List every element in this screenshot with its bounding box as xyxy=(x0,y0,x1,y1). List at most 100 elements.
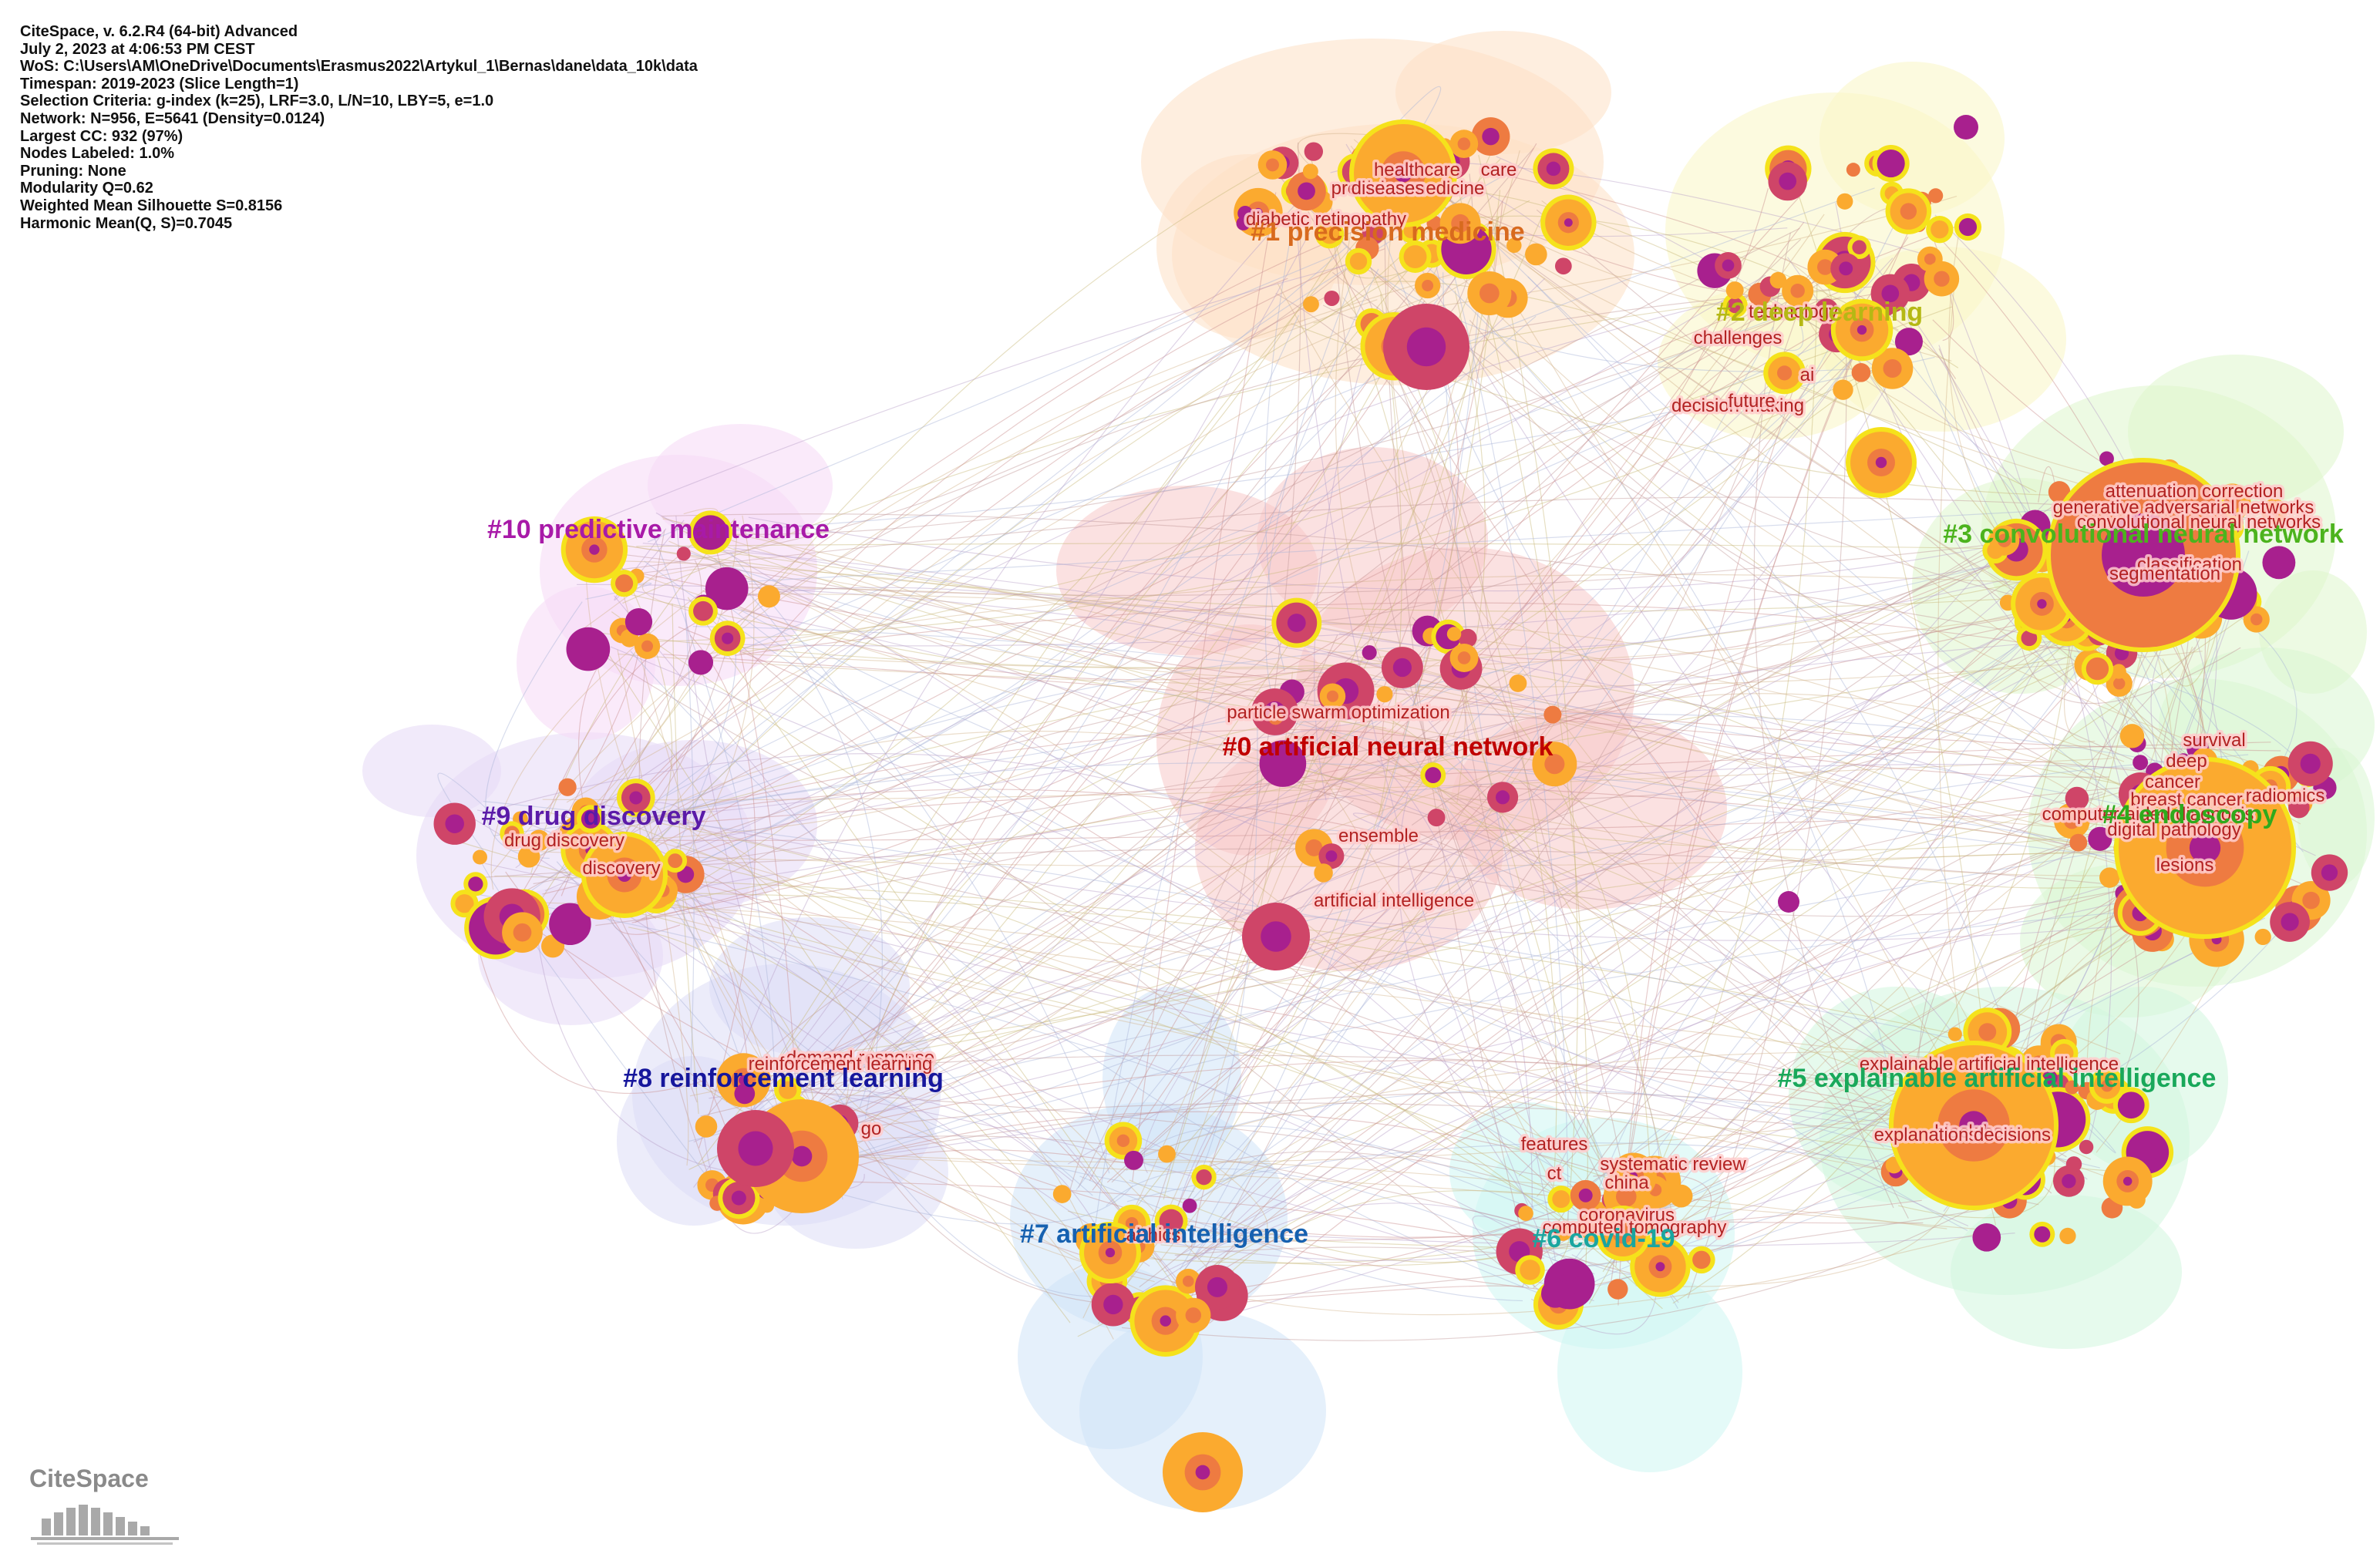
keyword-node[interactable] xyxy=(1304,142,1324,161)
keyword-node[interactable] xyxy=(1420,762,1446,789)
keyword-node[interactable] xyxy=(688,650,714,675)
keyword-node[interactable] xyxy=(1769,271,1787,289)
keyword-node[interactable] xyxy=(2050,1039,2079,1068)
keyword-node[interactable] xyxy=(1236,216,1251,230)
cluster-label-c1[interactable]: #1 precision medicine xyxy=(1251,217,1524,247)
keyword-node[interactable] xyxy=(1846,427,1917,498)
keyword-node[interactable] xyxy=(528,829,550,852)
keyword-node[interactable] xyxy=(1154,1204,1188,1238)
keyword-node[interactable] xyxy=(1547,1186,1575,1213)
keyword-node[interactable] xyxy=(1885,188,1932,234)
keyword-node[interactable] xyxy=(1763,351,1806,395)
keyword-node[interactable] xyxy=(1458,628,1477,647)
cluster-label-c6[interactable]: #6 covid-19 xyxy=(1532,1224,1675,1253)
keyword-node[interactable] xyxy=(663,849,688,873)
keyword-node[interactable] xyxy=(624,608,653,636)
cluster-label-c3[interactable]: #3 convolutional neural network xyxy=(1943,520,2344,549)
keyword-node[interactable] xyxy=(1722,292,1748,318)
keyword-node[interactable] xyxy=(1427,809,1446,827)
keyword-node[interactable] xyxy=(1833,379,1853,400)
keyword-node[interactable] xyxy=(616,779,655,817)
keyword-node[interactable] xyxy=(2052,1165,2085,1197)
keyword-node[interactable] xyxy=(1595,1206,1651,1261)
keyword-node[interactable] xyxy=(2111,664,2126,679)
keyword-node[interactable] xyxy=(1688,1246,1715,1274)
keyword-node[interactable] xyxy=(1525,243,1547,266)
keyword-node[interactable] xyxy=(2054,802,2090,839)
keyword-node[interactable] xyxy=(2042,1070,2058,1085)
keyword-node[interactable] xyxy=(581,832,668,918)
keyword-node[interactable] xyxy=(1630,1236,1691,1297)
keyword-node[interactable] xyxy=(566,627,611,671)
keyword-node[interactable] xyxy=(774,1076,802,1104)
keyword-node[interactable] xyxy=(2106,670,2133,697)
keyword-node[interactable] xyxy=(1871,348,1914,389)
keyword-node[interactable] xyxy=(1506,237,1522,254)
keyword-node[interactable] xyxy=(2065,1080,2079,1095)
keyword-node[interactable] xyxy=(1926,215,1954,244)
keyword-node[interactable] xyxy=(1257,150,1288,180)
keyword-node[interactable] xyxy=(549,903,591,946)
keyword-node[interactable] xyxy=(1715,251,1742,279)
keyword-node[interactable] xyxy=(502,912,543,954)
keyword-node[interactable] xyxy=(1176,1268,1201,1294)
keyword-node[interactable] xyxy=(1554,257,1572,275)
keyword-node[interactable] xyxy=(1836,193,1853,210)
keyword-node[interactable] xyxy=(1163,1432,1243,1512)
keyword-node[interactable] xyxy=(1176,1297,1211,1333)
keyword-node[interactable] xyxy=(1446,627,1462,641)
keyword-node[interactable] xyxy=(1947,1027,1962,1041)
keyword-node[interactable] xyxy=(1383,304,1469,390)
keyword-node[interactable] xyxy=(576,805,605,833)
keyword-node[interactable] xyxy=(1543,705,1562,724)
keyword-node[interactable] xyxy=(1267,709,1284,725)
keyword-node[interactable] xyxy=(1259,740,1307,787)
keyword-node[interactable] xyxy=(1846,163,1860,177)
keyword-node[interactable] xyxy=(2261,498,2287,525)
cluster-label-c8[interactable]: #8 reinforcement learning xyxy=(623,1064,944,1093)
keyword-node[interactable] xyxy=(2046,458,2240,652)
keyword-node[interactable] xyxy=(2311,854,2348,891)
keyword-node[interactable] xyxy=(1830,298,1894,362)
keyword-node[interactable] xyxy=(2089,1068,2126,1104)
keyword-node[interactable] xyxy=(1509,674,1527,692)
keyword-node[interactable] xyxy=(1271,597,1322,648)
keyword-node[interactable] xyxy=(634,633,661,659)
keyword-node[interactable] xyxy=(1376,686,1393,703)
keyword-node[interactable] xyxy=(611,570,638,597)
keyword-node[interactable] xyxy=(1052,1185,1072,1203)
keyword-node[interactable] xyxy=(1954,213,1982,241)
keyword-node[interactable] xyxy=(473,849,487,865)
keyword-node[interactable] xyxy=(2102,1156,2153,1206)
keyword-node[interactable] xyxy=(2065,1156,2082,1172)
keyword-node[interactable] xyxy=(2048,481,2071,503)
keyword-node[interactable] xyxy=(1303,296,1319,313)
keyword-node[interactable] xyxy=(757,585,780,608)
keyword-node[interactable] xyxy=(705,567,749,610)
keyword-node[interactable] xyxy=(560,516,628,584)
keyword-node[interactable] xyxy=(1349,119,1457,227)
keyword-node[interactable] xyxy=(2262,546,2296,580)
keyword-node[interactable] xyxy=(1889,1041,2059,1210)
keyword-node[interactable] xyxy=(1318,843,1345,869)
keyword-node[interactable] xyxy=(1725,281,1744,300)
keyword-node[interactable] xyxy=(2114,757,2296,939)
keyword-node[interactable] xyxy=(2081,652,2114,685)
keyword-node[interactable] xyxy=(2079,1139,2094,1155)
keyword-node[interactable] xyxy=(1972,1223,2001,1252)
keyword-node[interactable] xyxy=(1486,782,1519,813)
keyword-node[interactable] xyxy=(1830,253,1862,284)
keyword-node[interactable] xyxy=(433,802,476,845)
keyword-node[interactable] xyxy=(1894,328,1923,356)
keyword-node[interactable] xyxy=(2099,867,2120,888)
keyword-node[interactable] xyxy=(1449,129,1479,159)
keyword-node[interactable] xyxy=(1669,1184,1693,1208)
keyword-node[interactable] xyxy=(1104,1122,1143,1160)
keyword-node[interactable] xyxy=(1158,1145,1176,1163)
keyword-node[interactable] xyxy=(1782,274,1814,307)
keyword-node[interactable] xyxy=(1989,525,2020,556)
keyword-node[interactable] xyxy=(1533,148,1574,190)
keyword-node[interactable] xyxy=(1532,742,1577,787)
keyword-node[interactable] xyxy=(1471,117,1510,156)
